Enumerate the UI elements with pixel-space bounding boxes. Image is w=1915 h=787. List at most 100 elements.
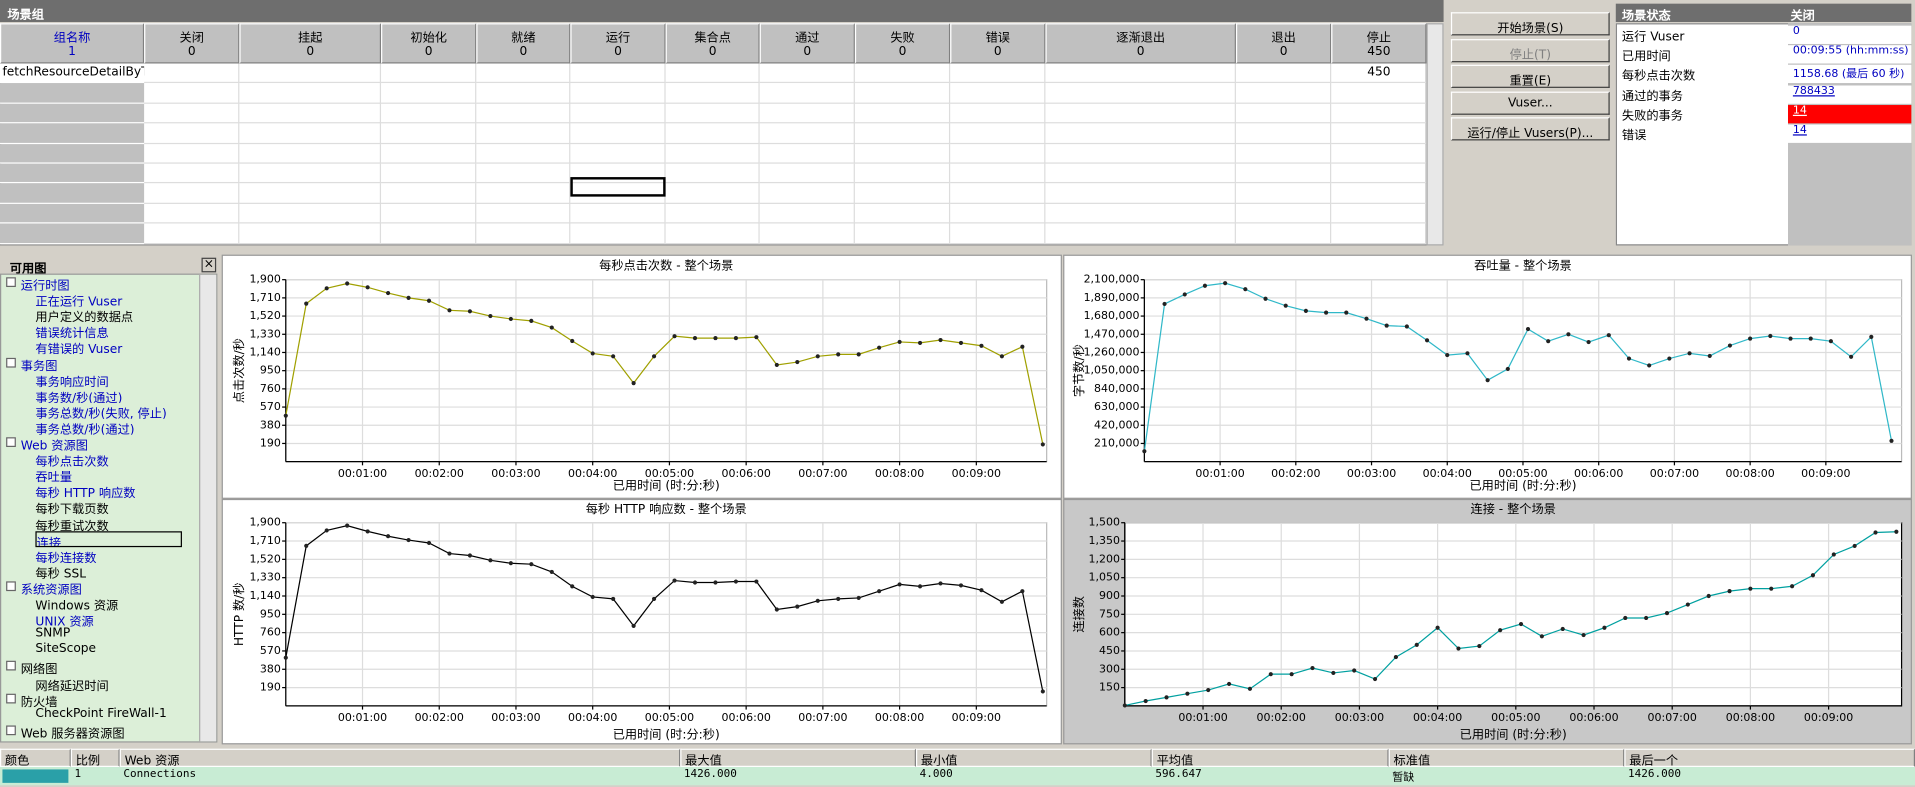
data-point bbox=[1164, 695, 1169, 700]
y-tick-label: 570 bbox=[260, 400, 281, 413]
button[interactable]: 开始场景(S) bbox=[1450, 12, 1610, 36]
tree-item[interactable]: 事务总数/秒(失败, 停止) bbox=[35, 407, 167, 419]
button[interactable]: Vuser... bbox=[1450, 90, 1610, 115]
status-value[interactable]: 788433 bbox=[1787, 84, 1912, 104]
cell bbox=[381, 123, 477, 144]
data-point bbox=[692, 580, 698, 585]
data-point bbox=[1748, 336, 1753, 341]
data-point bbox=[1243, 287, 1248, 292]
legend-header: 比例 bbox=[70, 748, 120, 767]
data-point bbox=[283, 655, 288, 660]
tree-item[interactable]: 错误统计信息 bbox=[35, 327, 109, 339]
tree-item[interactable]: CheckPoint FireWall-1 bbox=[35, 706, 167, 721]
button[interactable]: 运行/停止 Vusers(P)... bbox=[1450, 117, 1610, 141]
tree-item[interactable]: 每秒重试次数 bbox=[35, 519, 109, 531]
column-name: 关闭 bbox=[179, 31, 204, 43]
cell bbox=[144, 163, 240, 184]
data-point bbox=[754, 579, 759, 584]
tree-item[interactable]: Windows 资源 bbox=[35, 599, 119, 611]
row-header bbox=[0, 103, 145, 124]
data-point bbox=[1768, 333, 1773, 339]
column-name: 逐渐退出 bbox=[1116, 31, 1166, 43]
button[interactable]: 重置(E) bbox=[1450, 64, 1610, 88]
data-point bbox=[345, 523, 350, 528]
tree-item[interactable]: 连接 bbox=[35, 530, 182, 547]
cell bbox=[1235, 163, 1332, 184]
tree-group[interactable]: 事务图 bbox=[20, 359, 58, 371]
x-tick-label: 00:08:00 bbox=[875, 711, 924, 724]
tree-item[interactable]: SNMP bbox=[35, 626, 71, 641]
tree-item[interactable]: UNIX 资源 bbox=[35, 615, 94, 627]
data-point bbox=[1727, 589, 1732, 594]
legend-cell: 596.647 bbox=[1155, 768, 1202, 781]
tree-item[interactable]: 吞吐量 bbox=[35, 471, 73, 483]
data-point bbox=[1263, 296, 1268, 301]
cell bbox=[476, 123, 571, 144]
tree-item[interactable]: 每秒点击次数 bbox=[35, 455, 109, 467]
tree-item[interactable]: 事务响应时间 bbox=[35, 375, 109, 387]
tree-item[interactable]: 有错误的 Vuser bbox=[35, 343, 123, 355]
status-value[interactable]: 14 bbox=[1787, 104, 1912, 124]
data-point bbox=[570, 584, 575, 589]
y-tick-label: 1,260,000 bbox=[1084, 345, 1140, 358]
x-axis-label: 已用时间 (时:分:秒) bbox=[1469, 479, 1576, 493]
x-tick-label: 00:08:00 bbox=[875, 467, 924, 480]
series-line bbox=[1124, 531, 1897, 707]
data-point bbox=[488, 558, 493, 563]
data-point bbox=[406, 537, 411, 543]
cell bbox=[144, 143, 240, 164]
cell bbox=[570, 103, 666, 124]
column-name: 运行 bbox=[605, 31, 631, 43]
cell bbox=[239, 83, 382, 104]
tree-item[interactable]: 网络延迟时间 bbox=[35, 679, 109, 691]
tree-group[interactable]: 系统资源图 bbox=[20, 583, 82, 595]
selected-cell bbox=[570, 177, 666, 197]
x-tick-label: 00:06:00 bbox=[1569, 711, 1618, 724]
status-value[interactable]: 14 bbox=[1787, 124, 1912, 143]
cell bbox=[665, 183, 760, 204]
cell bbox=[476, 63, 571, 84]
tree-item[interactable]: 每秒 SSL bbox=[35, 567, 87, 579]
y-tick-label: 450 bbox=[1099, 644, 1120, 657]
column-header bbox=[144, 23, 240, 64]
tree-item[interactable]: 每秒连接数 bbox=[35, 551, 97, 563]
y-tick-label: 1,900 bbox=[249, 273, 280, 286]
column-name: 就绪 bbox=[511, 31, 536, 43]
status-title: 场景状态 bbox=[1621, 9, 1671, 21]
column-count: 0 bbox=[1279, 45, 1288, 59]
tree-item[interactable]: 每秒下载页数 bbox=[35, 503, 109, 515]
y-tick-label: 380 bbox=[260, 662, 281, 675]
status-label: 失败的事务 bbox=[1621, 109, 1683, 124]
row-header bbox=[0, 203, 145, 224]
tree-group[interactable]: 网络图 bbox=[20, 663, 58, 675]
tree-item[interactable]: 正在运行 Vuser bbox=[35, 295, 123, 307]
close-box[interactable]: × bbox=[201, 257, 217, 273]
tree-item[interactable]: 事务数/秒(通过) bbox=[35, 391, 123, 403]
cell bbox=[1331, 63, 1427, 84]
tree-group[interactable]: Web 资源图 bbox=[20, 439, 88, 451]
data-point bbox=[488, 313, 493, 319]
data-point bbox=[611, 596, 616, 601]
x-axis-label: 已用时间 (时:分:秒) bbox=[613, 479, 720, 493]
cell bbox=[1331, 203, 1427, 224]
tree-item[interactable]: 事务总数/秒(通过) bbox=[35, 423, 135, 435]
graph-title: 连接 - 整个场景 bbox=[1471, 501, 1556, 516]
legend-cell: 暂缺 bbox=[1392, 771, 1415, 785]
data-point bbox=[1020, 589, 1025, 594]
tree-group[interactable]: 运行时图 bbox=[20, 279, 70, 291]
data-point bbox=[1748, 586, 1753, 591]
cell bbox=[759, 223, 855, 244]
tree-group[interactable]: 防火墙 bbox=[20, 695, 58, 707]
data-point bbox=[1664, 611, 1670, 616]
tree-item[interactable]: 每秒 HTTP 响应数 bbox=[35, 487, 136, 499]
tree-item[interactable]: 用户定义的数据点 bbox=[35, 311, 134, 323]
tree-toggle bbox=[6, 725, 16, 735]
column-header bbox=[1331, 23, 1427, 64]
tree-group[interactable]: Web 服务器资源图 bbox=[20, 727, 125, 739]
column-name: 退出 bbox=[1271, 31, 1296, 43]
data-point bbox=[283, 413, 288, 418]
cell bbox=[1331, 123, 1427, 144]
tree-item[interactable]: SiteScope bbox=[35, 642, 97, 657]
cell bbox=[665, 63, 760, 84]
